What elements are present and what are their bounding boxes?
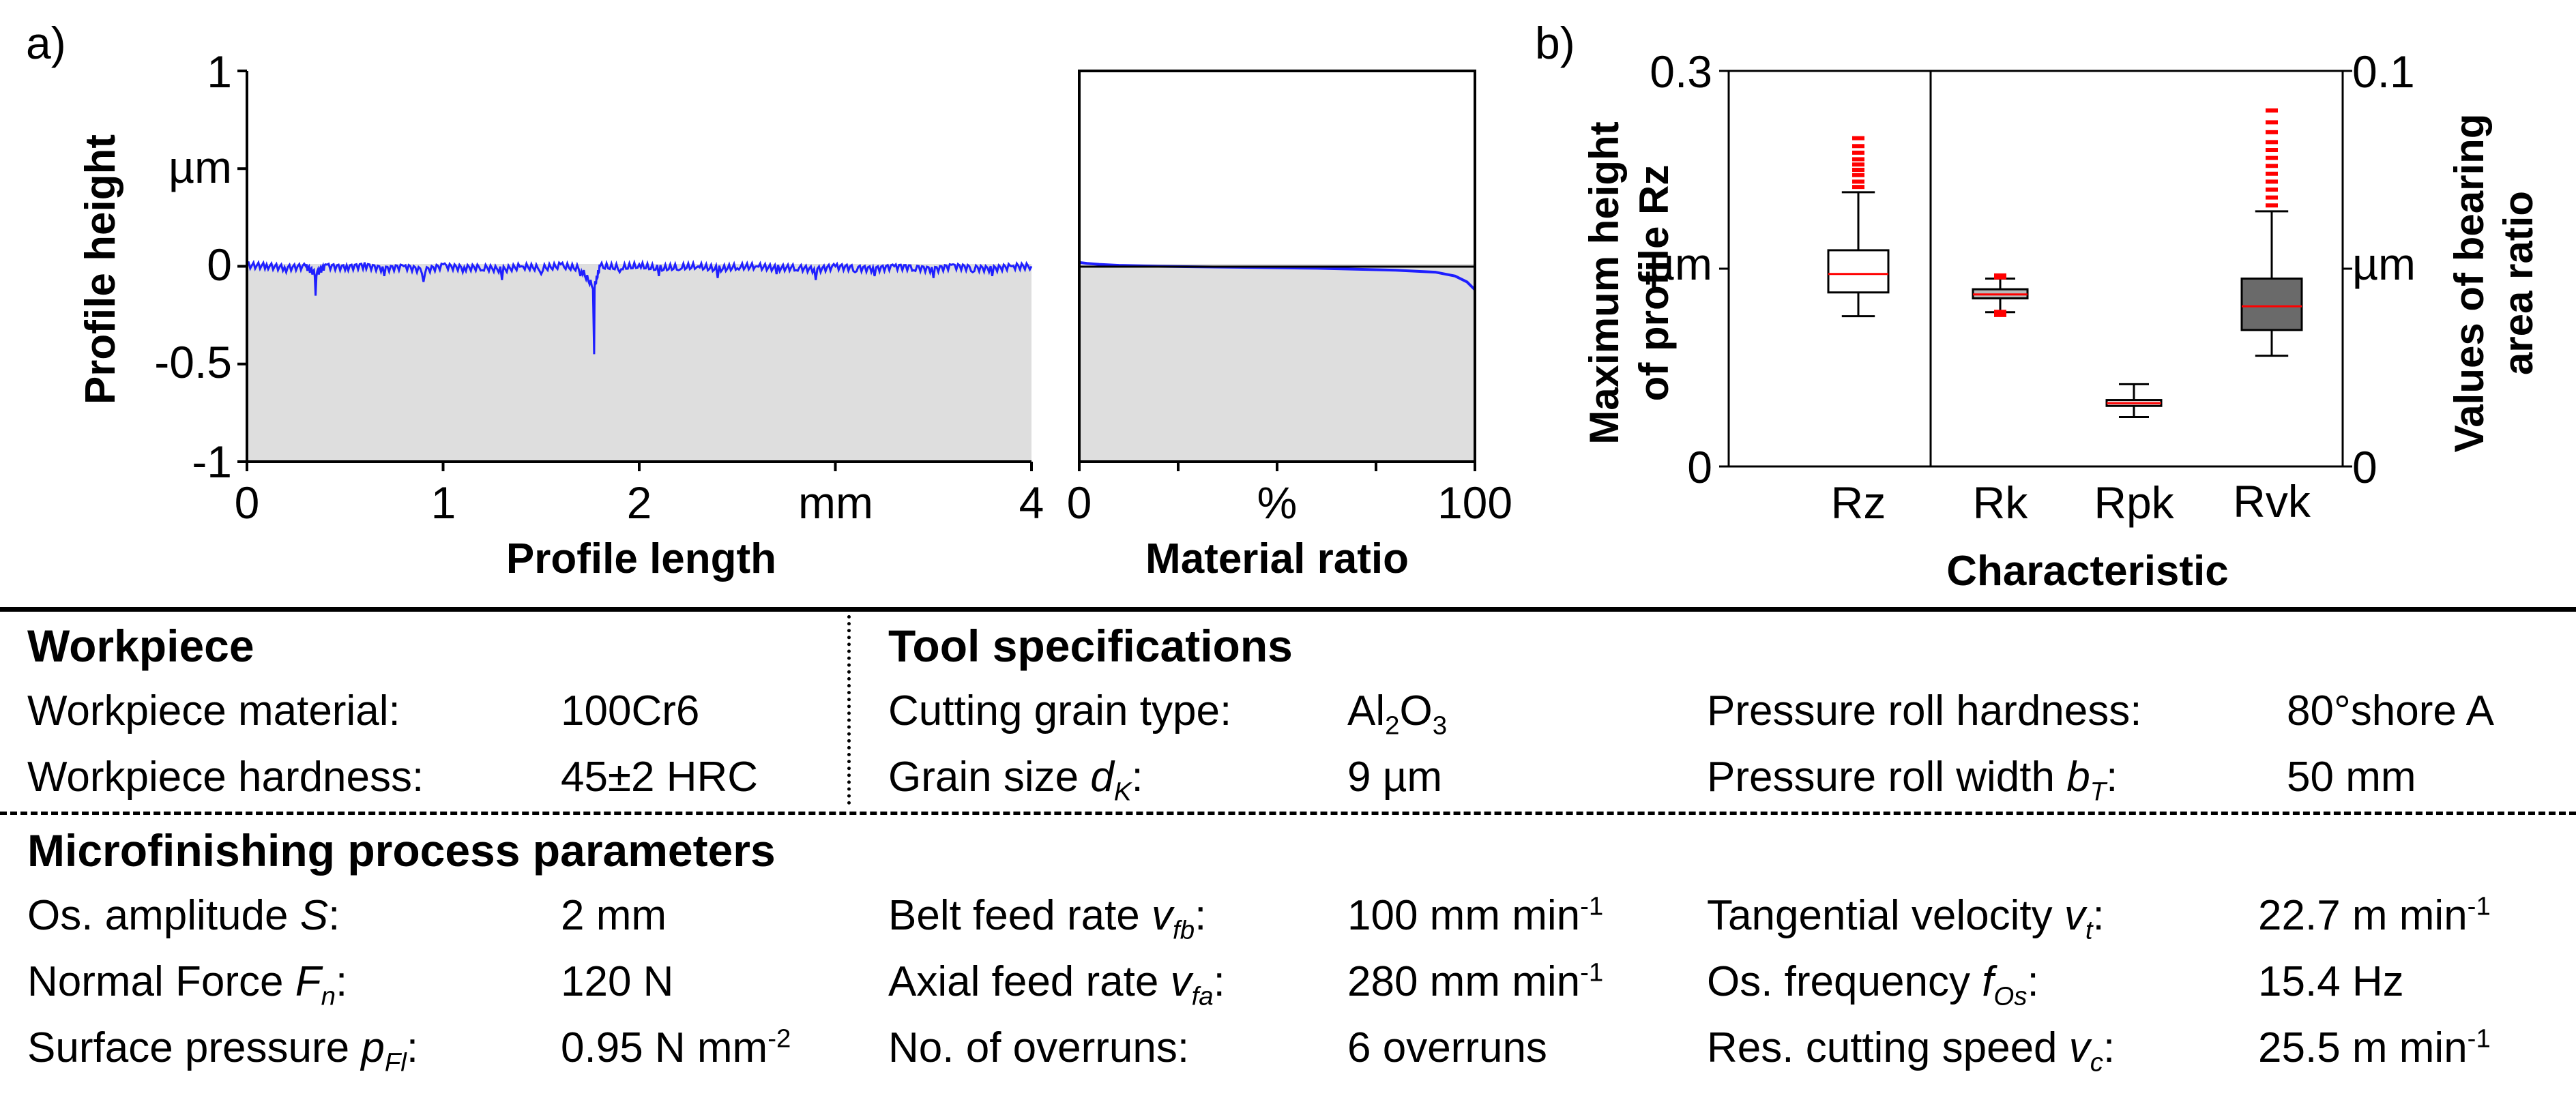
table-row: Workpiece hardness: 45±2 HRC Grain size … <box>0 743 2576 812</box>
y-tick-label: 0 <box>207 239 232 290</box>
roll-hardness-value: 80°shore A <box>2287 687 2495 734</box>
category-label: Rk <box>1973 477 2029 528</box>
workpiece-heading: Workpiece <box>27 621 254 671</box>
material-ratio-plot: 0 % 100 Material ratio <box>1067 70 1512 582</box>
amplitude-value: 2 mm <box>561 892 667 939</box>
profile-ylabel: Profile height <box>77 134 124 404</box>
right-tick-label: 0.1 <box>2352 46 2415 97</box>
y-tick-label: 1 <box>207 46 232 97</box>
table-row: Workpiece material: 100Cr6 Cutting grain… <box>0 677 2576 745</box>
cutting-speed-label: Res. cutting speed vc: <box>1707 1024 2116 1077</box>
profile-plot: 1 µm 0 -0.5 -1 0 1 2 mm 4 Profile length… <box>77 46 1044 582</box>
roll-width-label: Pressure roll width bT: <box>1707 754 2118 807</box>
tangential-velocity-value: 22.7 m min-1 <box>2258 891 2491 939</box>
left-tick-label: 0.3 <box>1650 46 1712 97</box>
workpiece-hardness-value: 45±2 HRC <box>561 754 759 801</box>
right-ylabel-line2: area ratio <box>2496 191 2541 375</box>
x-tick-label: mm <box>798 477 873 528</box>
left-tick-label: 0 <box>1687 442 1712 492</box>
category-label: Rz <box>1831 477 1886 528</box>
box-rvk <box>2240 278 2303 331</box>
ratio-fill <box>1079 264 1475 462</box>
process-heading: Microfinishing process parameters <box>27 825 776 876</box>
os-frequency-value: 15.4 Hz <box>2258 958 2404 1005</box>
box-rz <box>1827 249 1890 294</box>
profile-fill <box>247 264 1031 462</box>
left-ylabel-line2: of profile Rz <box>1631 165 1677 402</box>
panel-b-label: b) <box>1535 18 1575 68</box>
category-label: Rpk <box>2094 477 2174 528</box>
x-tick-label: 2 <box>627 477 652 528</box>
right-tick-label: µm <box>2352 239 2416 289</box>
cutting-speed-value: 25.5 m min-1 <box>2258 1024 2491 1071</box>
y-tick-label: -0.5 <box>154 337 232 387</box>
panel-a-label: a) <box>26 18 66 68</box>
table-row: Normal Force Fn: 120 N Axial feed rate v… <box>0 948 2576 1016</box>
right-ylabel-line1: Values of bearing <box>2446 114 2492 453</box>
table-row: Os. amplitude S: 2 mm Belt feed rate vfb… <box>0 882 2576 950</box>
roll-width-value: 50 mm <box>2287 754 2416 801</box>
roll-hardness-label: Pressure roll hardness: <box>1707 687 2142 734</box>
box-plot: 0.3 µm 0 0.1 µm 0 Rz Rk Rpk Rvk Characte… <box>1581 46 2541 595</box>
box-xlabel: Characteristic <box>1946 548 2229 595</box>
table-vertical-divider <box>847 615 851 805</box>
grain-type-label: Cutting grain type: <box>888 687 1232 734</box>
workpiece-material-label: Workpiece material: <box>27 687 400 734</box>
normal-force-label: Normal Force Fn: <box>27 958 348 1011</box>
grain-size-label: Grain size dK: <box>888 754 1143 807</box>
amplitude-label: Os. amplitude S: <box>27 892 340 939</box>
os-frequency-label: Os. frequency fOs: <box>1707 958 2039 1011</box>
tool-heading: Tool specifications <box>888 621 1293 671</box>
bearing-curve <box>1079 261 1476 291</box>
overruns-label: No. of overruns: <box>888 1024 1190 1071</box>
grain-type-value: Al2O3 <box>1347 687 1448 741</box>
x-tick-label: 4 <box>1019 477 1044 528</box>
profile-xlabel: Profile length <box>506 535 776 582</box>
belt-feed-label: Belt feed rate vfb: <box>888 892 1207 945</box>
axial-feed-value: 280 mm min-1 <box>1347 957 1604 1005</box>
y-tick-label: -1 <box>192 436 232 487</box>
parameter-table: Workpiece Tool specifications Workpiece … <box>0 607 2576 1100</box>
grain-size-value: 9 µm <box>1347 754 1443 801</box>
workpiece-hardness-label: Workpiece hardness: <box>27 754 424 801</box>
y-tick-label: µm <box>169 142 232 192</box>
table-dashed-rule <box>0 812 2576 815</box>
table-row: Workpiece Tool specifications <box>0 612 2576 680</box>
x-tick-label: 100 <box>1437 477 1512 528</box>
workpiece-material-value: 100Cr6 <box>561 687 700 734</box>
left-tick-label: µm <box>1649 239 1712 289</box>
ratio-xlabel: Material ratio <box>1145 535 1409 582</box>
right-tick-label: 0 <box>2352 442 2377 492</box>
x-tick-label: 0 <box>235 477 260 528</box>
table-row: Microfinishing process parameters <box>0 816 2576 885</box>
normal-force-value: 120 N <box>561 958 674 1005</box>
belt-feed-value: 100 mm min-1 <box>1347 891 1604 939</box>
axial-feed-label: Axial feed rate vfa: <box>888 958 1225 1011</box>
profile-line <box>246 259 1033 355</box>
table-top-rule <box>0 607 2576 612</box>
surface-pressure-label: Surface pressure pFl: <box>27 1024 419 1077</box>
figure-area: a) b) 1 µm 0 -0.5 -1 0 1 2 mm 4 Profile … <box>26 18 2541 595</box>
surface-pressure-value: 0.95 N mm-2 <box>561 1024 791 1071</box>
overruns-value: 6 overruns <box>1347 1024 1547 1071</box>
left-ylabel-line1: Maximum height <box>1581 121 1627 444</box>
x-tick-label: 1 <box>431 477 456 528</box>
category-label: Rvk <box>2233 476 2311 526</box>
x-tick-label: 0 <box>1067 477 1092 528</box>
table-row: Surface pressure pFl: 0.95 N mm-2 No. of… <box>0 1014 2576 1082</box>
x-tick-label: % <box>1257 477 1298 528</box>
box-frame <box>1727 70 2344 468</box>
tangential-velocity-label: Tangential velocity vt: <box>1707 892 2105 945</box>
